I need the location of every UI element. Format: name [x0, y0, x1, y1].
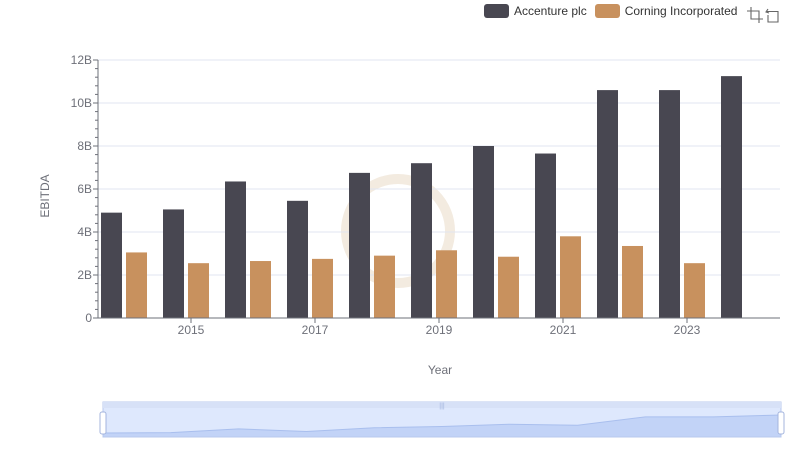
- y-tick-label: 10B: [71, 96, 92, 110]
- bar-accenture-2021[interactable]: [535, 153, 556, 318]
- bar-accenture-2017[interactable]: [287, 200, 308, 318]
- x-tick-label: 2017: [302, 323, 329, 337]
- bar-corning-2017[interactable]: [312, 258, 333, 318]
- zoom-overview-line: [102, 414, 782, 434]
- bar-corning-2022[interactable]: [622, 245, 643, 318]
- bar-corning-2014[interactable]: [126, 252, 147, 318]
- bar-corning-2019[interactable]: [436, 250, 457, 318]
- bars: [101, 76, 742, 318]
- x-tick-label: 2015: [178, 323, 205, 337]
- watermark-logo: [341, 174, 455, 288]
- restore-icon[interactable]: [764, 6, 782, 24]
- bar-corning-2018[interactable]: [374, 255, 395, 318]
- bar-accenture-2014[interactable]: [101, 212, 122, 318]
- y-axis: 0 2B 4B 6B 8B 10B 12B: [71, 53, 99, 325]
- y-tick-label: 12B: [71, 53, 92, 67]
- bar-accenture-2023[interactable]: [659, 90, 680, 318]
- bar-accenture-2020[interactable]: [473, 146, 494, 318]
- bar-accenture-2024[interactable]: [721, 76, 742, 318]
- x-tick-label: 2019: [426, 323, 453, 337]
- bar-corning-2021[interactable]: [560, 236, 581, 318]
- y-tick-label: 2B: [77, 268, 92, 282]
- zoom-grip-icon: |||: [439, 403, 445, 410]
- bar-accenture-2022[interactable]: [597, 90, 618, 318]
- y-axis-title: EBITDA: [38, 174, 52, 217]
- zoom-move-bar[interactable]: [103, 402, 781, 408]
- bar-accenture-2016[interactable]: [225, 181, 246, 318]
- y-tick-label: 6B: [77, 182, 92, 196]
- legend-swatch-corning: [594, 4, 620, 18]
- bar-corning-2016[interactable]: [250, 261, 271, 318]
- bar-accenture-2018[interactable]: [349, 172, 370, 318]
- bar-corning-2015[interactable]: [188, 263, 209, 318]
- bar-corning-2023[interactable]: [684, 263, 705, 318]
- x-axis-title: Year: [428, 363, 452, 377]
- zoom-handle-left[interactable]: [99, 411, 107, 435]
- legend-label-accenture: Accenture plc: [514, 4, 587, 18]
- legend-swatch-accenture: [484, 4, 509, 18]
- x-tick-label: 2023: [674, 323, 701, 337]
- zoom-area-icon[interactable]: [746, 6, 764, 24]
- x-tick-label: 2021: [550, 323, 577, 337]
- legend-item-accenture[interactable]: Accenture plc: [484, 4, 587, 18]
- watermark-ring: [341, 174, 455, 288]
- y-tick-label: 0: [85, 311, 92, 325]
- bar-accenture-2015[interactable]: [163, 209, 184, 318]
- toolbox: [746, 6, 782, 24]
- bar-corning-2020[interactable]: [498, 256, 519, 318]
- legend: Accenture plc Corning Incorporated: [484, 4, 745, 18]
- legend-label-corning: Corning Incorporated: [624, 4, 738, 18]
- zoom-overview-area: [103, 415, 781, 437]
- data-zoom-slider[interactable]: |||: [99, 401, 785, 438]
- y-tick-label: 4B: [77, 225, 92, 239]
- legend-item-corning[interactable]: Corning Incorporated: [594, 4, 738, 18]
- y-tick-label: 8B: [77, 139, 92, 153]
- x-axis: 2015 2017 2019 2021 2023: [98, 317, 780, 337]
- zoom-handle-right[interactable]: [777, 411, 785, 435]
- bar-accenture-2019[interactable]: [411, 163, 432, 318]
